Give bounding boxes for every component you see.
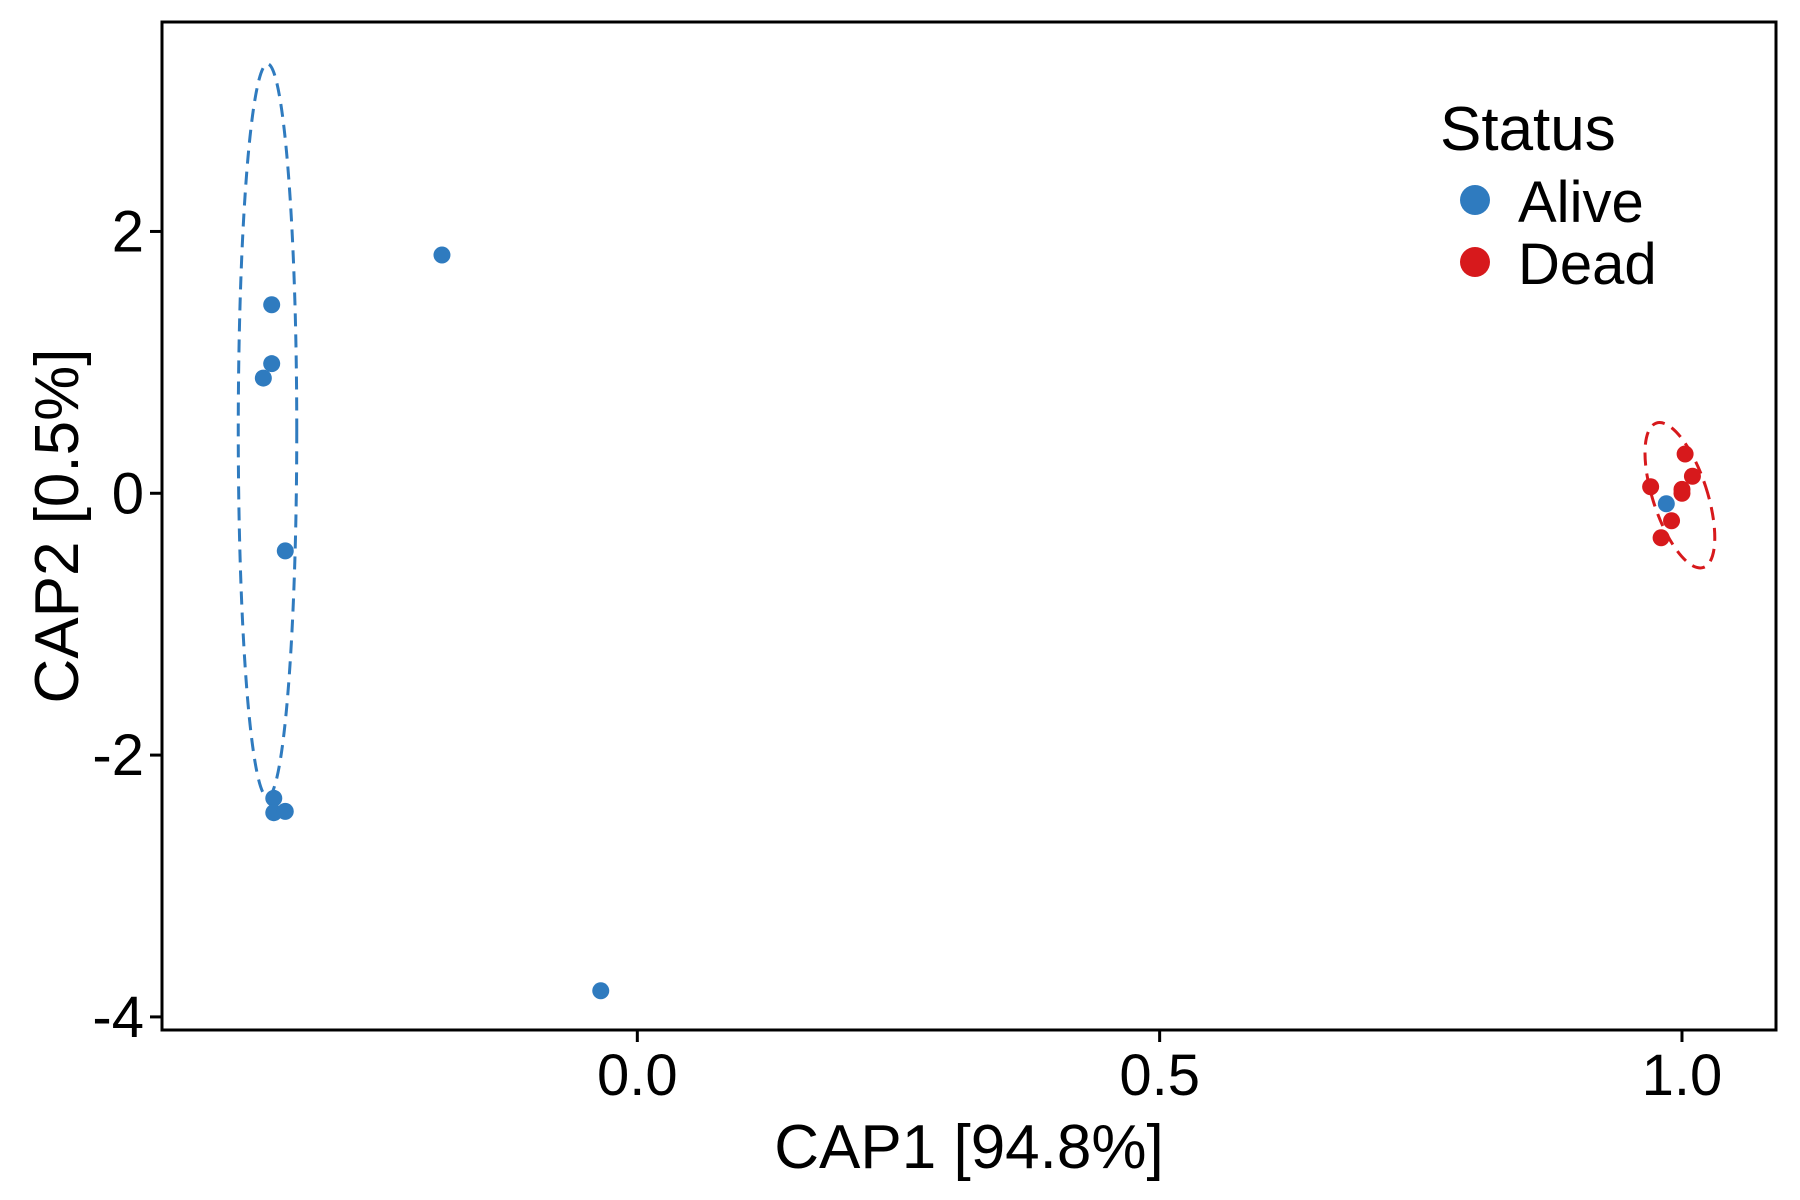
- x-tick-label: 1.0: [1642, 1043, 1723, 1108]
- legend-swatch-dead: [1460, 247, 1490, 277]
- y-axis-ticks: -4 -2 0 2: [92, 199, 162, 1050]
- x-tick-label: 0.0: [597, 1043, 678, 1108]
- chart-marks: [236, 62, 1717, 1000]
- alive-point-5: [276, 542, 294, 560]
- dead-point-7: [1652, 529, 1670, 547]
- legend-item-alive: Alive: [1460, 170, 1644, 235]
- plot-frame: [160, 20, 1778, 1032]
- legend-title: Status: [1440, 95, 1616, 164]
- alive-point-3: [263, 355, 281, 373]
- legend: Status Alive Dead: [1440, 95, 1657, 297]
- x-axis-ticks: 0.0 0.5 1.0: [597, 1030, 1722, 1108]
- dead-point-1: [1642, 478, 1660, 496]
- y-tick-label: 0: [112, 461, 144, 526]
- alive-point-4: [254, 369, 272, 387]
- dead-confidence-ellipse: [1643, 421, 1717, 570]
- alive-point-1: [433, 246, 451, 264]
- legend-item-dead: Dead: [1460, 232, 1657, 297]
- y-tick-label: -4: [92, 985, 144, 1050]
- alive-confidence-ellipse: [236, 62, 299, 799]
- alive-point-9: [592, 982, 610, 1000]
- legend-label-dead: Dead: [1518, 232, 1657, 297]
- y-axis-title: CAP2 [0.5%]: [23, 349, 92, 704]
- legend-swatch-alive: [1460, 185, 1490, 215]
- legend-label-alive: Alive: [1518, 170, 1644, 235]
- dead-point-5: [1673, 480, 1691, 498]
- alive-point-8: [276, 802, 294, 820]
- alive-point-10: [1657, 495, 1675, 513]
- dead-point-2: [1676, 445, 1694, 463]
- y-tick-label: 2: [112, 199, 144, 264]
- x-axis-title: CAP1 [94.8%]: [774, 1113, 1163, 1182]
- y-tick-label: -2: [92, 723, 144, 788]
- alive-point-2: [263, 296, 281, 314]
- dead-point-3: [1683, 467, 1701, 485]
- dead-point-6: [1663, 512, 1681, 530]
- x-tick-label: 0.5: [1119, 1043, 1200, 1108]
- alive-point-6: [265, 789, 283, 807]
